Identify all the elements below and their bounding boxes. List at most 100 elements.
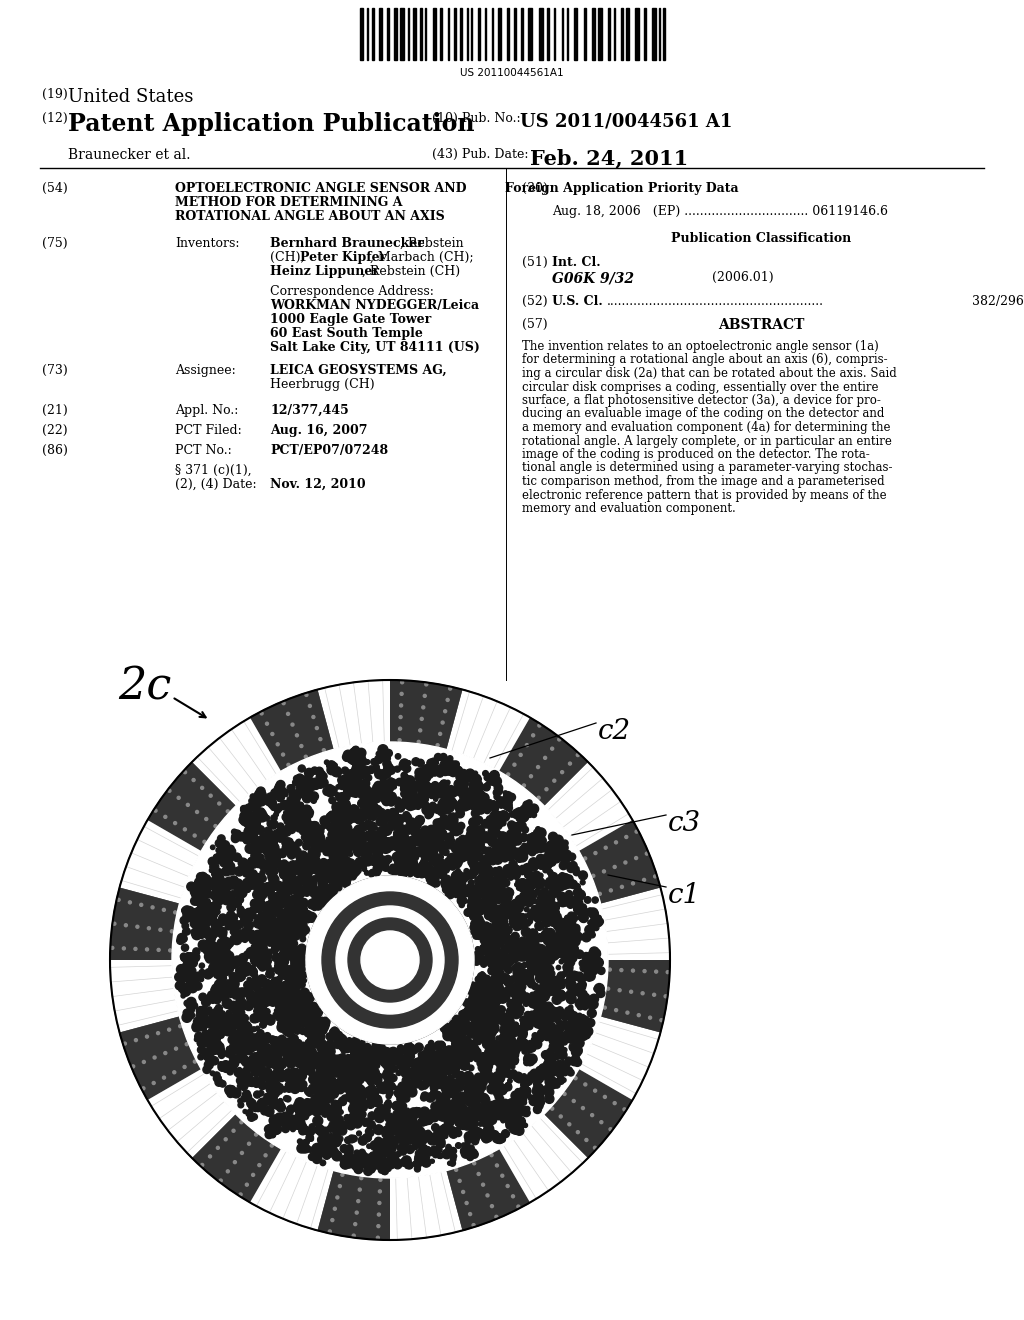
- Circle shape: [333, 1148, 338, 1154]
- Circle shape: [213, 972, 219, 977]
- Circle shape: [545, 879, 554, 888]
- Text: (75): (75): [42, 238, 68, 249]
- Circle shape: [219, 913, 227, 923]
- Circle shape: [525, 1056, 536, 1065]
- Circle shape: [249, 1059, 256, 1065]
- Circle shape: [485, 847, 492, 854]
- Circle shape: [314, 1038, 322, 1045]
- Circle shape: [245, 1065, 249, 1069]
- Circle shape: [445, 1090, 453, 1098]
- Circle shape: [408, 1117, 416, 1126]
- Circle shape: [215, 1044, 224, 1053]
- Circle shape: [552, 836, 559, 842]
- Circle shape: [518, 808, 525, 814]
- Circle shape: [191, 975, 200, 983]
- Circle shape: [521, 814, 528, 821]
- Circle shape: [213, 968, 221, 975]
- Circle shape: [362, 787, 368, 792]
- Circle shape: [556, 875, 563, 883]
- Circle shape: [344, 857, 351, 865]
- Circle shape: [499, 1018, 505, 1024]
- Circle shape: [350, 842, 357, 850]
- Circle shape: [544, 919, 552, 927]
- Bar: [528, 8, 532, 59]
- Circle shape: [476, 789, 481, 795]
- Circle shape: [251, 1114, 257, 1119]
- Circle shape: [369, 1049, 374, 1055]
- Circle shape: [504, 957, 513, 968]
- Circle shape: [420, 1148, 428, 1156]
- Circle shape: [276, 1101, 283, 1106]
- Circle shape: [372, 803, 378, 808]
- Circle shape: [282, 1086, 288, 1092]
- Circle shape: [455, 1028, 462, 1035]
- Circle shape: [317, 1152, 324, 1158]
- Circle shape: [266, 847, 272, 853]
- Circle shape: [249, 800, 259, 810]
- Circle shape: [390, 814, 399, 824]
- Circle shape: [512, 1005, 518, 1010]
- Circle shape: [527, 807, 534, 812]
- Circle shape: [480, 1096, 489, 1105]
- Circle shape: [545, 1056, 550, 1061]
- Circle shape: [471, 1007, 479, 1015]
- Circle shape: [210, 903, 217, 909]
- Circle shape: [203, 1018, 208, 1023]
- Circle shape: [603, 1006, 606, 1008]
- Circle shape: [284, 989, 291, 995]
- Circle shape: [332, 1104, 341, 1113]
- Circle shape: [565, 978, 571, 985]
- Circle shape: [311, 867, 318, 874]
- Circle shape: [183, 928, 190, 935]
- Circle shape: [466, 1053, 471, 1059]
- Circle shape: [488, 913, 499, 923]
- Circle shape: [427, 810, 433, 817]
- Circle shape: [271, 993, 280, 1001]
- Circle shape: [382, 784, 389, 792]
- Circle shape: [512, 1051, 518, 1057]
- Circle shape: [451, 762, 459, 770]
- Circle shape: [346, 781, 354, 791]
- Circle shape: [504, 993, 510, 999]
- Circle shape: [501, 884, 505, 888]
- Circle shape: [477, 995, 486, 1005]
- Circle shape: [530, 968, 536, 973]
- Circle shape: [314, 1019, 324, 1028]
- Circle shape: [489, 1057, 495, 1063]
- Circle shape: [416, 1156, 423, 1163]
- Circle shape: [257, 974, 266, 983]
- Circle shape: [234, 920, 240, 925]
- Circle shape: [333, 863, 342, 873]
- Circle shape: [244, 920, 249, 924]
- Circle shape: [364, 1134, 372, 1142]
- Circle shape: [485, 1135, 492, 1142]
- Circle shape: [486, 1040, 493, 1047]
- Circle shape: [319, 892, 325, 898]
- Circle shape: [250, 793, 256, 800]
- Circle shape: [465, 1026, 473, 1034]
- Circle shape: [457, 1027, 462, 1031]
- Circle shape: [254, 1008, 260, 1015]
- Circle shape: [298, 1110, 305, 1118]
- Circle shape: [667, 970, 670, 974]
- Circle shape: [554, 1063, 564, 1072]
- Circle shape: [215, 1076, 220, 1080]
- Circle shape: [276, 1072, 287, 1081]
- Circle shape: [528, 849, 536, 855]
- Circle shape: [308, 857, 314, 863]
- Circle shape: [499, 837, 508, 846]
- Circle shape: [305, 878, 312, 886]
- Circle shape: [515, 866, 521, 873]
- Circle shape: [304, 999, 312, 1008]
- Circle shape: [433, 1135, 439, 1142]
- Circle shape: [470, 924, 476, 931]
- Circle shape: [451, 855, 459, 863]
- Circle shape: [516, 810, 523, 818]
- Circle shape: [263, 832, 272, 841]
- Circle shape: [460, 1117, 466, 1122]
- Circle shape: [309, 886, 314, 891]
- Circle shape: [520, 1088, 530, 1097]
- Circle shape: [212, 921, 221, 931]
- Circle shape: [229, 865, 234, 870]
- Circle shape: [298, 960, 305, 968]
